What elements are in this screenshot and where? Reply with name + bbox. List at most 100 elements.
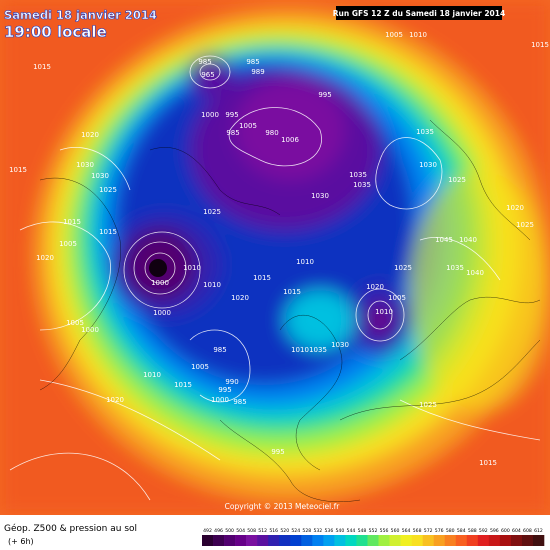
isobar-label: 1010 (143, 371, 161, 379)
isobar-label: 1015 (63, 218, 81, 226)
scale-swatch (312, 535, 324, 546)
isobar-label: 1025 (203, 208, 221, 216)
scale-label: 504 (236, 528, 245, 534)
z500-field (0, 0, 550, 515)
isobar-label: 995 (218, 386, 231, 394)
scale-label: 552 (369, 528, 378, 534)
scale-label: 508 (247, 528, 256, 534)
isobar-label: 1035 (309, 346, 327, 354)
isobar-label: 1005 (239, 122, 257, 130)
color-scale: 492 496 500 504 508 512 516 520 524 528 532 536 540 5… (202, 528, 545, 546)
isobar-label: 1020 (106, 396, 124, 404)
isobar-label: 1010 (409, 31, 427, 39)
scale-label: 532 (313, 528, 322, 534)
isobar-label: 1005 (191, 363, 209, 371)
scale-swatch (499, 535, 512, 546)
scale-label: 608 (523, 528, 532, 534)
isobar-label: 1020 (506, 204, 524, 212)
isobar-label: 1030 (419, 161, 437, 169)
scale-label: 556 (380, 528, 389, 534)
scale-swatch (268, 535, 280, 546)
scale-label: 576 (435, 528, 444, 534)
scale-label: 512 (258, 528, 267, 534)
scale-swatch (521, 535, 534, 546)
isobar-label: 1005 (388, 294, 406, 302)
scale-label: 548 (358, 528, 367, 534)
isobar-label: 1035 (446, 264, 464, 272)
scale-swatch (422, 535, 434, 546)
scale-label: 560 (391, 528, 400, 534)
scale-label: 516 (269, 528, 278, 534)
isobar-label: 1000 (201, 111, 219, 119)
scale-label: 528 (302, 528, 311, 534)
isobar-label: 1025 (394, 264, 412, 272)
isobar-label: 1000 (151, 279, 169, 287)
isobar-label: 1020 (366, 283, 384, 291)
scale-swatch (444, 535, 457, 546)
scale-label: 540 (336, 528, 345, 534)
scale-label: 500 (225, 528, 234, 534)
isobar-label: 989 (251, 68, 264, 76)
scale-swatch (367, 535, 379, 546)
isobar-label: 1025 (448, 176, 466, 184)
isobar-label: 1020 (231, 294, 249, 302)
scale-swatch (411, 535, 423, 546)
isobar-label: 1000 (211, 396, 229, 404)
isobar-label: 1010 (183, 264, 201, 272)
scale-swatch (345, 535, 357, 546)
caption-title: Géop. Z500 & pression au sol (4, 523, 137, 534)
isobar-label: 985 (226, 129, 239, 137)
isobar-label: 1040 (459, 236, 477, 244)
scale-swatch (389, 535, 401, 546)
isobar-label: 1035 (349, 171, 367, 179)
scale-label: 544 (347, 528, 356, 534)
isobar-label: 1015 (9, 166, 27, 174)
isobar-label: 985 (198, 58, 211, 66)
isobar-label: 1015 (174, 381, 192, 389)
isobar-label: 1000 (81, 326, 99, 334)
isobar-label: 1015 (283, 288, 301, 296)
scale-label: 520 (280, 528, 289, 534)
isobar-label: 1010 (291, 346, 309, 354)
isobar-label: 1025 (99, 186, 117, 194)
isobar-label: 1020 (81, 131, 99, 139)
isobar-label: 1045 (435, 236, 453, 244)
isobar-label: 1030 (91, 172, 109, 180)
scale-label: 600 (501, 528, 510, 534)
isobar-label: 985 (233, 398, 246, 406)
isobar-label: 1035 (353, 181, 371, 189)
scale-swatch (290, 535, 302, 546)
isobar-label: 1040 (466, 269, 484, 277)
isobar-label: 1015 (531, 41, 549, 49)
isobar-label: 1015 (253, 274, 271, 282)
scale-label: 604 (512, 528, 521, 534)
scale-swatch (400, 535, 412, 546)
scale-label: 536 (324, 528, 333, 534)
scale-label: 568 (413, 528, 422, 534)
scale-swatch (257, 535, 269, 546)
isobar-label: 1005 (66, 319, 84, 327)
isobar-label: 985 (246, 58, 259, 66)
scale-swatch (532, 535, 545, 546)
isobar-label: 980 (265, 129, 278, 137)
scale-label: 584 (457, 528, 466, 534)
scale-swatch (477, 535, 490, 546)
scale-swatch (433, 535, 446, 546)
isobars (9, 55, 541, 501)
scale-label: 496 (214, 528, 223, 534)
run-box (336, 6, 502, 20)
scale-swatch (455, 535, 468, 546)
isobar-label: 1010 (203, 281, 221, 289)
isobar-label: 1015 (479, 459, 497, 467)
run-label: Run GFS 12 Z du Samedi 18 janvier 2014 (333, 9, 505, 18)
isobar-label: 1005 (59, 240, 77, 248)
scale-swatch (466, 535, 479, 546)
isobar-label: 985 (213, 346, 226, 354)
scale-swatch (202, 535, 214, 546)
scale-swatch (246, 535, 258, 546)
scale-label: 524 (291, 528, 300, 534)
isobar-label: 965 (201, 71, 214, 79)
